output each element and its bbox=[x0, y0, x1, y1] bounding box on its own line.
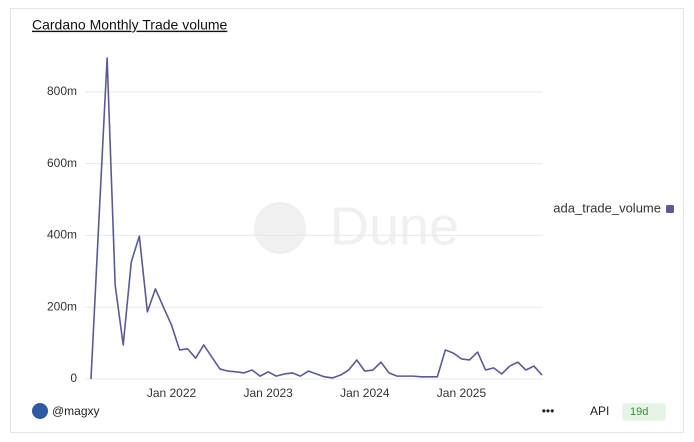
age: 19d bbox=[630, 406, 648, 418]
card bbox=[10, 8, 684, 433]
x-tick-label: Jan 2024 bbox=[340, 386, 390, 400]
legend-swatch bbox=[666, 205, 674, 213]
chart-title[interactable]: Cardano Monthly Trade volume bbox=[32, 17, 228, 33]
watermark-logo bbox=[254, 202, 306, 254]
age-badge bbox=[622, 403, 666, 421]
api-button[interactable]: API bbox=[590, 404, 609, 418]
x-tick-label: Jan 2022 bbox=[147, 386, 197, 400]
y-tick-label: 600m bbox=[47, 156, 77, 170]
user[interactable]: @magxy bbox=[52, 404, 100, 418]
legend-label: ada_trade_volume bbox=[553, 200, 661, 215]
y-tick-label: 400m bbox=[47, 228, 77, 242]
y-tick-label: 800m bbox=[47, 84, 77, 98]
y-tick-label: 0 bbox=[70, 371, 77, 385]
line bbox=[90, 57, 543, 380]
menu[interactable]: ••• bbox=[542, 404, 555, 418]
watermark: Dune bbox=[330, 196, 459, 256]
x-tick-label: Jan 2025 bbox=[437, 386, 487, 400]
y-tick-label: 200m bbox=[47, 299, 77, 313]
x-tick-label: Jan 2023 bbox=[243, 386, 293, 400]
avatar bbox=[32, 403, 48, 419]
